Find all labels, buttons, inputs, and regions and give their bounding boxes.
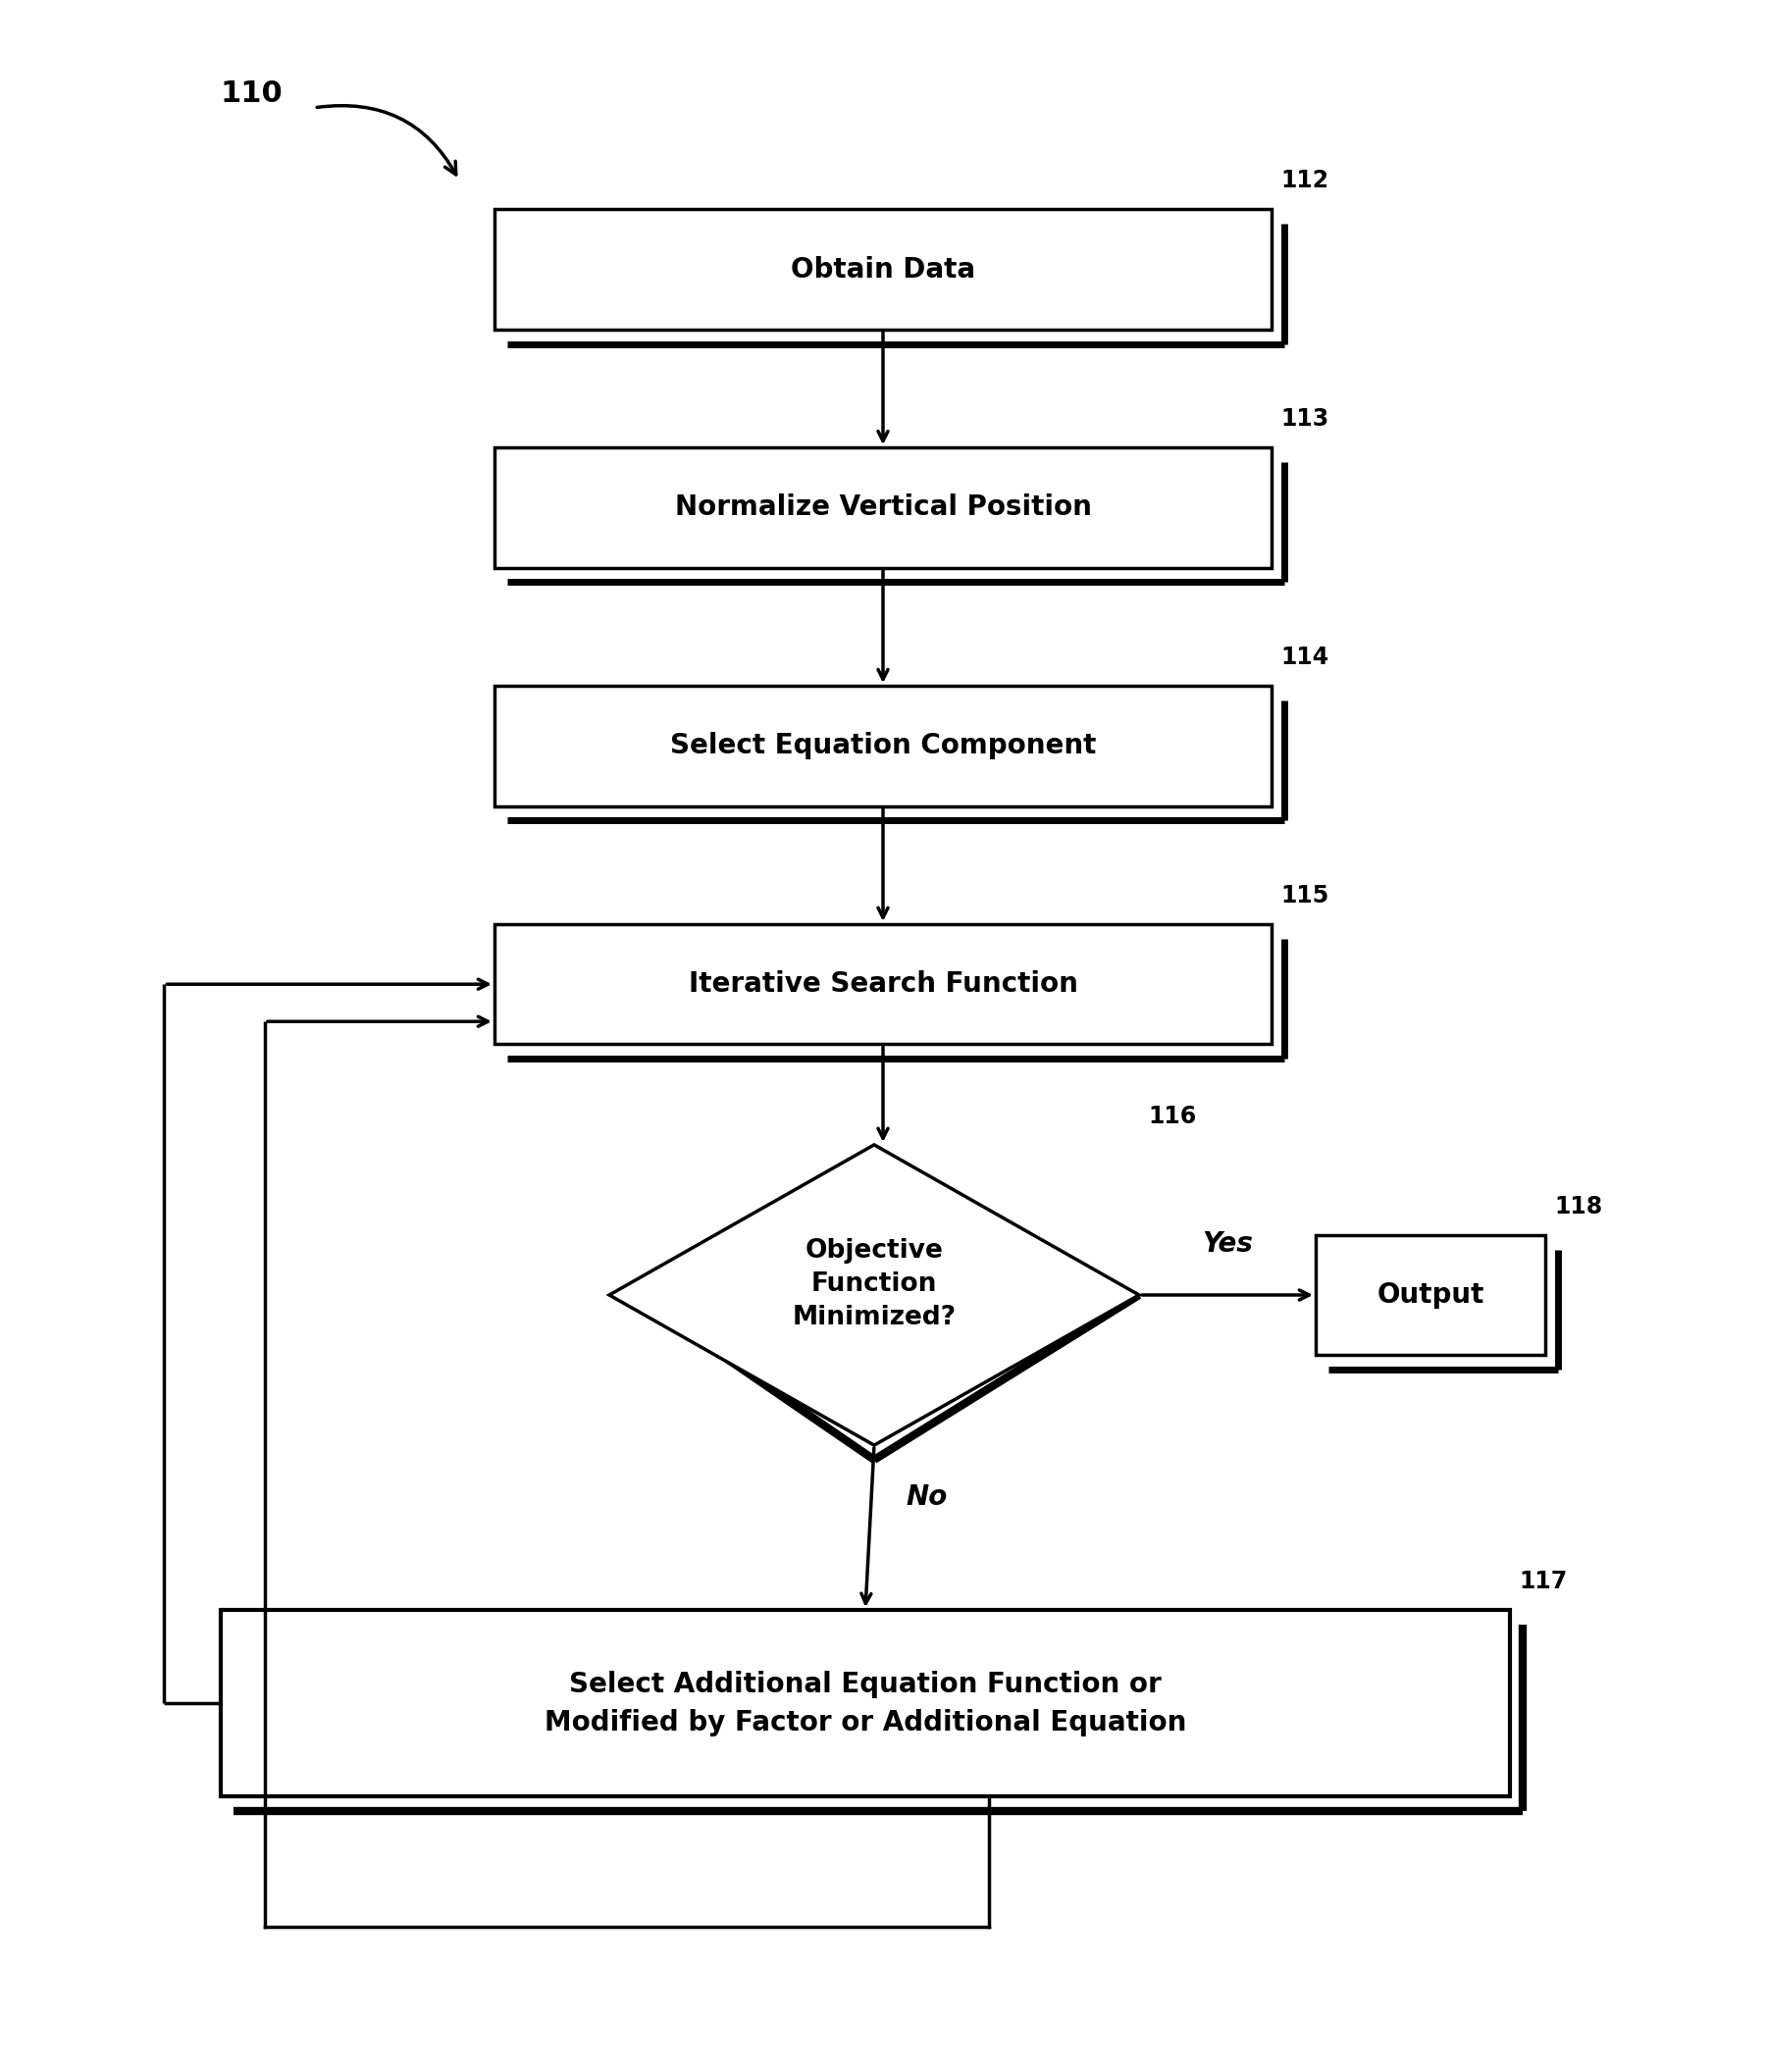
Bar [494,448,1272,568]
Text: 116: 116 [1148,1104,1196,1127]
Text: Yes: Yes [1203,1231,1252,1258]
Text: Iterative Search Function: Iterative Search Function [689,970,1077,999]
Text: Obtain Data: Obtain Data [791,255,975,284]
Text: No: No [906,1484,948,1510]
Text: 112: 112 [1280,170,1328,193]
Polygon shape [609,1144,1139,1446]
Bar [494,209,1272,329]
Text: 110: 110 [221,79,283,108]
Text: 117: 117 [1519,1571,1566,1593]
Bar [494,924,1272,1044]
Text: 115: 115 [1280,885,1328,908]
Text: 113: 113 [1280,408,1328,431]
Text: 114: 114 [1280,646,1328,669]
Text: Normalize Vertical Position: Normalize Vertical Position [675,493,1091,522]
Bar [494,686,1272,806]
Text: Select Equation Component: Select Equation Component [669,731,1097,760]
Bar [221,1610,1510,1796]
Text: Output: Output [1377,1280,1483,1310]
Text: 118: 118 [1554,1196,1602,1218]
Text: Objective
Function
Minimized?: Objective Function Minimized? [793,1239,955,1330]
Text: Select Additional Equation Function or
Modified by Factor or Additional Equation: Select Additional Equation Function or M… [544,1670,1187,1736]
Bar [1316,1235,1545,1355]
